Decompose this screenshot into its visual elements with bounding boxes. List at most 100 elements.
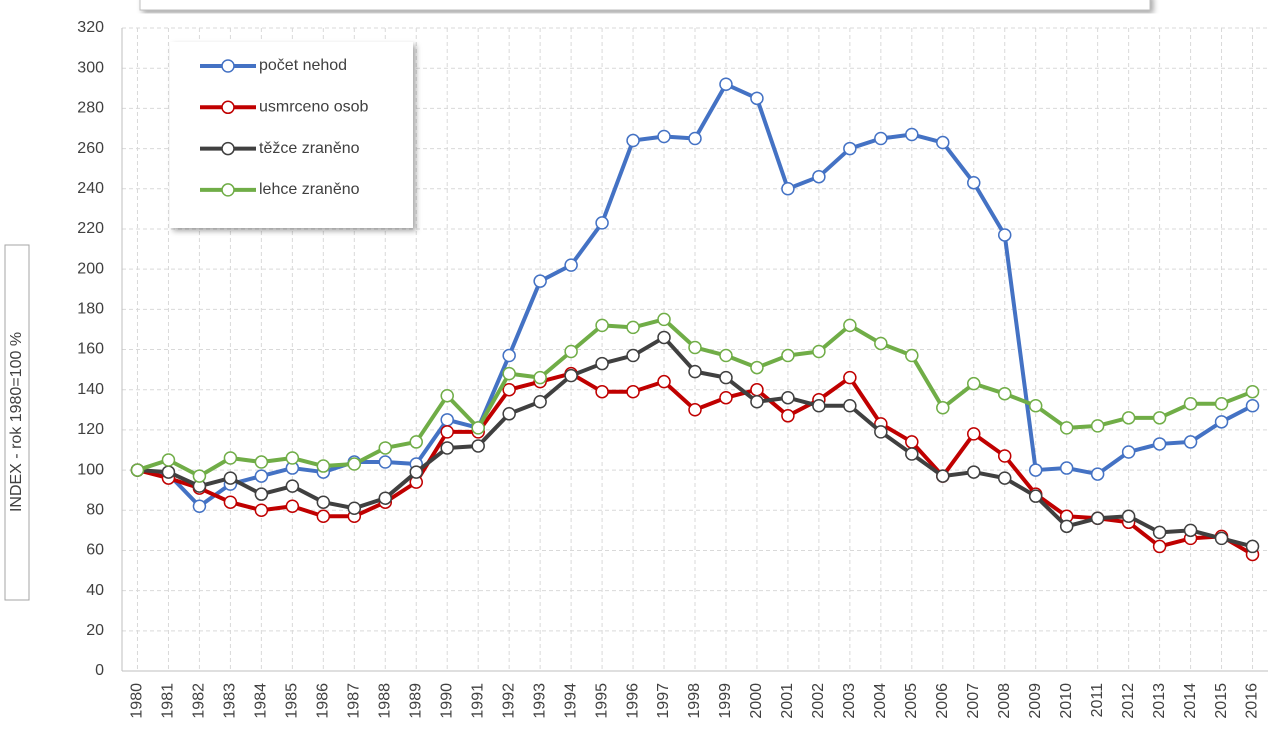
- data-point: [1152, 437, 1167, 451]
- x-tick-label: 2007: [965, 683, 982, 719]
- x-tick-label: 2016: [1244, 683, 1261, 719]
- data-point: [657, 374, 671, 389]
- y-tick-label: 220: [77, 220, 104, 237]
- data-point: [409, 435, 423, 449]
- data-point: [719, 77, 733, 92]
- x-tick-label: 1981: [160, 683, 177, 719]
- data-point: [347, 501, 362, 515]
- x-tick-label: 1991: [469, 683, 486, 719]
- data-point: [285, 479, 300, 493]
- data-point: [997, 386, 1012, 401]
- x-tick-label: 1988: [376, 683, 393, 719]
- legend-label: těžce zraněno: [259, 140, 360, 157]
- y-tick-label: 120: [77, 421, 104, 438]
- x-tick-label: 1980: [129, 683, 146, 719]
- data-point: [1214, 397, 1229, 411]
- data-point: [254, 487, 269, 501]
- y-tick-label: 240: [77, 180, 104, 197]
- data-point: [1152, 525, 1167, 540]
- data-point: [316, 509, 331, 524]
- data-point: [719, 370, 733, 385]
- data-point: [1121, 445, 1136, 459]
- x-tick-label: 2015: [1213, 683, 1230, 719]
- x-tick-label: 2001: [779, 683, 796, 719]
- data-point: [1059, 461, 1074, 475]
- data-point: [750, 382, 764, 397]
- data-point: [1121, 411, 1136, 425]
- data-point: [471, 439, 485, 453]
- data-point: [378, 455, 393, 469]
- data-point: [626, 348, 640, 363]
- data-point: [750, 394, 764, 409]
- x-tick-label: 1996: [624, 683, 641, 719]
- data-point: [719, 348, 733, 363]
- x-tick-label: 2011: [1089, 683, 1106, 718]
- data-point: [378, 491, 393, 505]
- data-point: [564, 258, 578, 272]
- x-tick-label: 1983: [222, 683, 239, 719]
- y-label-box: [4, 244, 30, 601]
- data-point: [440, 388, 454, 403]
- data-point: [502, 366, 516, 381]
- x-tick-label: 2014: [1182, 683, 1199, 719]
- x-tick-label: 1997: [655, 683, 672, 719]
- x-tick-label: 2006: [934, 683, 951, 719]
- data-point: [626, 133, 640, 148]
- data-point: [378, 441, 393, 455]
- data-point: [285, 499, 300, 513]
- x-tick-label: 2000: [748, 683, 765, 719]
- data-point: [657, 129, 671, 144]
- data-point: [781, 348, 795, 363]
- data-point: [1028, 489, 1043, 503]
- y-tick-label: 40: [86, 582, 104, 599]
- data-point: [502, 382, 516, 397]
- y-tick-label: 200: [77, 260, 104, 277]
- data-point: [750, 91, 764, 106]
- data-point: [595, 318, 609, 333]
- data-point: [1152, 411, 1167, 425]
- data-point: [967, 376, 981, 391]
- legend-label: lehce zraněno: [259, 181, 360, 198]
- data-point: [223, 471, 238, 485]
- data-point: [1059, 519, 1074, 534]
- data-point: [1214, 531, 1229, 546]
- data-point: [967, 175, 981, 190]
- data-point: [254, 503, 269, 517]
- data-point: [316, 459, 331, 473]
- data-point: [936, 135, 950, 150]
- data-point: [564, 344, 578, 359]
- y-tick-label: 140: [77, 381, 104, 398]
- data-point: [997, 471, 1012, 485]
- legend-marker: [221, 141, 235, 156]
- data-point: [223, 495, 238, 509]
- data-point: [843, 318, 857, 333]
- data-point: [688, 131, 702, 146]
- data-point: [626, 320, 640, 335]
- data-point: [316, 495, 331, 509]
- x-tick-label: 2004: [872, 683, 889, 719]
- data-point: [440, 413, 454, 427]
- data-point: [1245, 384, 1260, 399]
- data-point: [843, 399, 857, 413]
- x-tick-label: 2002: [810, 683, 827, 719]
- data-point: [1183, 435, 1198, 449]
- data-point: [161, 465, 176, 479]
- data-point: [781, 390, 795, 405]
- x-tick-label: 2009: [1027, 683, 1044, 719]
- data-point: [471, 421, 485, 435]
- x-tick-label: 1998: [686, 683, 703, 719]
- data-point: [1090, 511, 1105, 526]
- data-point: [874, 336, 888, 351]
- data-point: [595, 356, 609, 371]
- x-tick-label: 1989: [407, 683, 424, 719]
- data-point: [254, 455, 269, 469]
- legend-marker: [221, 183, 235, 197]
- data-point: [254, 469, 269, 483]
- y-tick-label: 180: [77, 301, 104, 318]
- y-tick-label: 0: [95, 662, 104, 679]
- data-point: [936, 469, 950, 483]
- data-point: [750, 360, 764, 375]
- legend-box: [170, 42, 413, 228]
- y-tick-label: 260: [77, 140, 104, 157]
